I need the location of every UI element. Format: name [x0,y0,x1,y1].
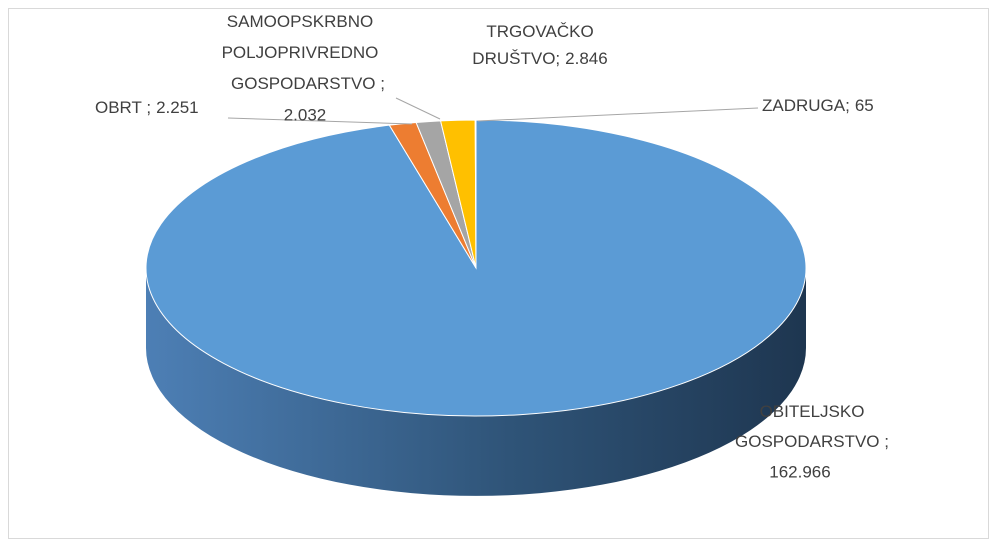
data-label-value: 2.251 [156,98,199,117]
leader-line [395,97,441,120]
data-label: OBRT ; 2.251 [95,98,199,117]
data-label-value: 65 [855,96,874,115]
data-label-name: POLJOPRIVREDNO [222,43,379,62]
leader-line [477,107,759,122]
data-label-name: GOSPODARSTVO ; [231,74,385,93]
data-label: GOSPODARSTVO ; [231,74,385,93]
data-label-name: OBRT ; [95,98,151,117]
data-label: ZADRUGA; 65 [762,96,874,115]
data-label-name: GOSPODARSTVO ; [735,432,889,451]
chart-border [8,8,989,539]
data-label-name: SAMOOPSKRBNO [227,12,373,31]
data-label-name: TRGOVAČKO [486,22,593,41]
data-label: TRGOVAČKO [486,22,593,41]
data-label-value: 2.846 [565,49,608,68]
data-label: OBITELJSKO [760,402,865,421]
leader-line [227,117,413,125]
data-label: POLJOPRIVREDNO [222,43,379,62]
pie-side [146,268,806,496]
data-label: DRUŠTVO; 2.846 [472,49,607,68]
data-label: GOSPODARSTVO ; [735,432,889,451]
data-label-value: 162.966 [769,462,830,481]
data-label: SAMOOPSKRBNO [227,12,373,31]
pie-slice [474,119,477,269]
data-label-name: DRUŠTVO; [472,49,560,68]
data-label-name: OBITELJSKO [760,402,865,421]
data-label-name: ZADRUGA; [762,96,850,115]
data-label-value: 2.032 [284,105,327,124]
